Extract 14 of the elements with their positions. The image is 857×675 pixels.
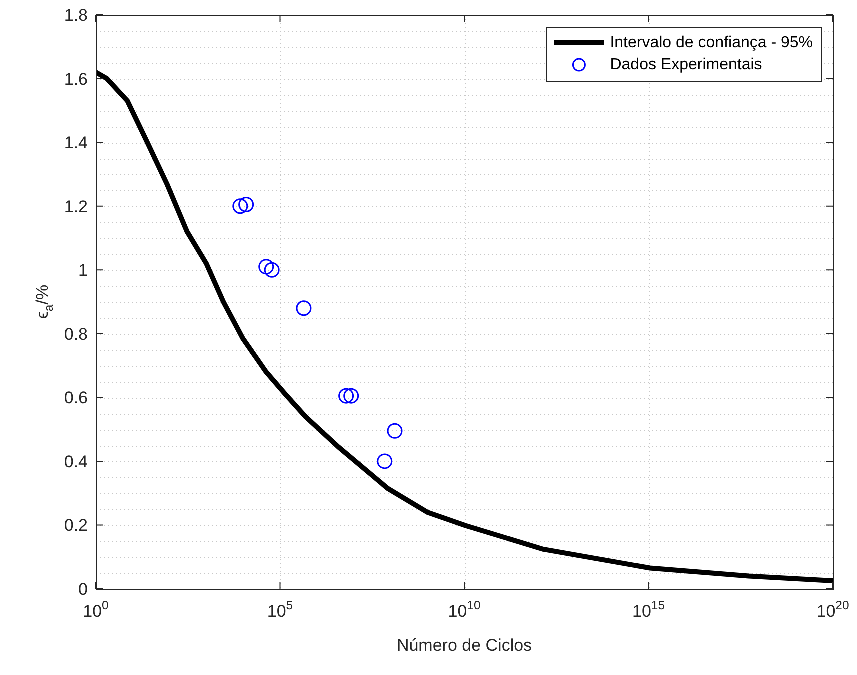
y-tick-label: 0.4 [64,452,88,472]
y-tick-label: 1 [78,261,88,280]
legend-label: Dados Experimentais [610,56,762,74]
legend-label: Intervalo de confiança - 95% [610,34,814,52]
y-axis-title: ϵa/% [33,284,56,320]
y-tick-label: 0 [78,580,88,599]
x-axis-title: Número de Ciclos [396,636,532,655]
y-tick-label: 1.8 [64,6,88,25]
y-tick-label: 1.2 [64,197,88,216]
y-tick-label: 0.6 [64,388,88,408]
y-tick-label: 1.6 [64,70,88,89]
y-tick-label: 0.8 [64,324,88,344]
y-tick-label: 0.2 [64,516,88,536]
y-tick-label: 1.4 [64,134,88,153]
